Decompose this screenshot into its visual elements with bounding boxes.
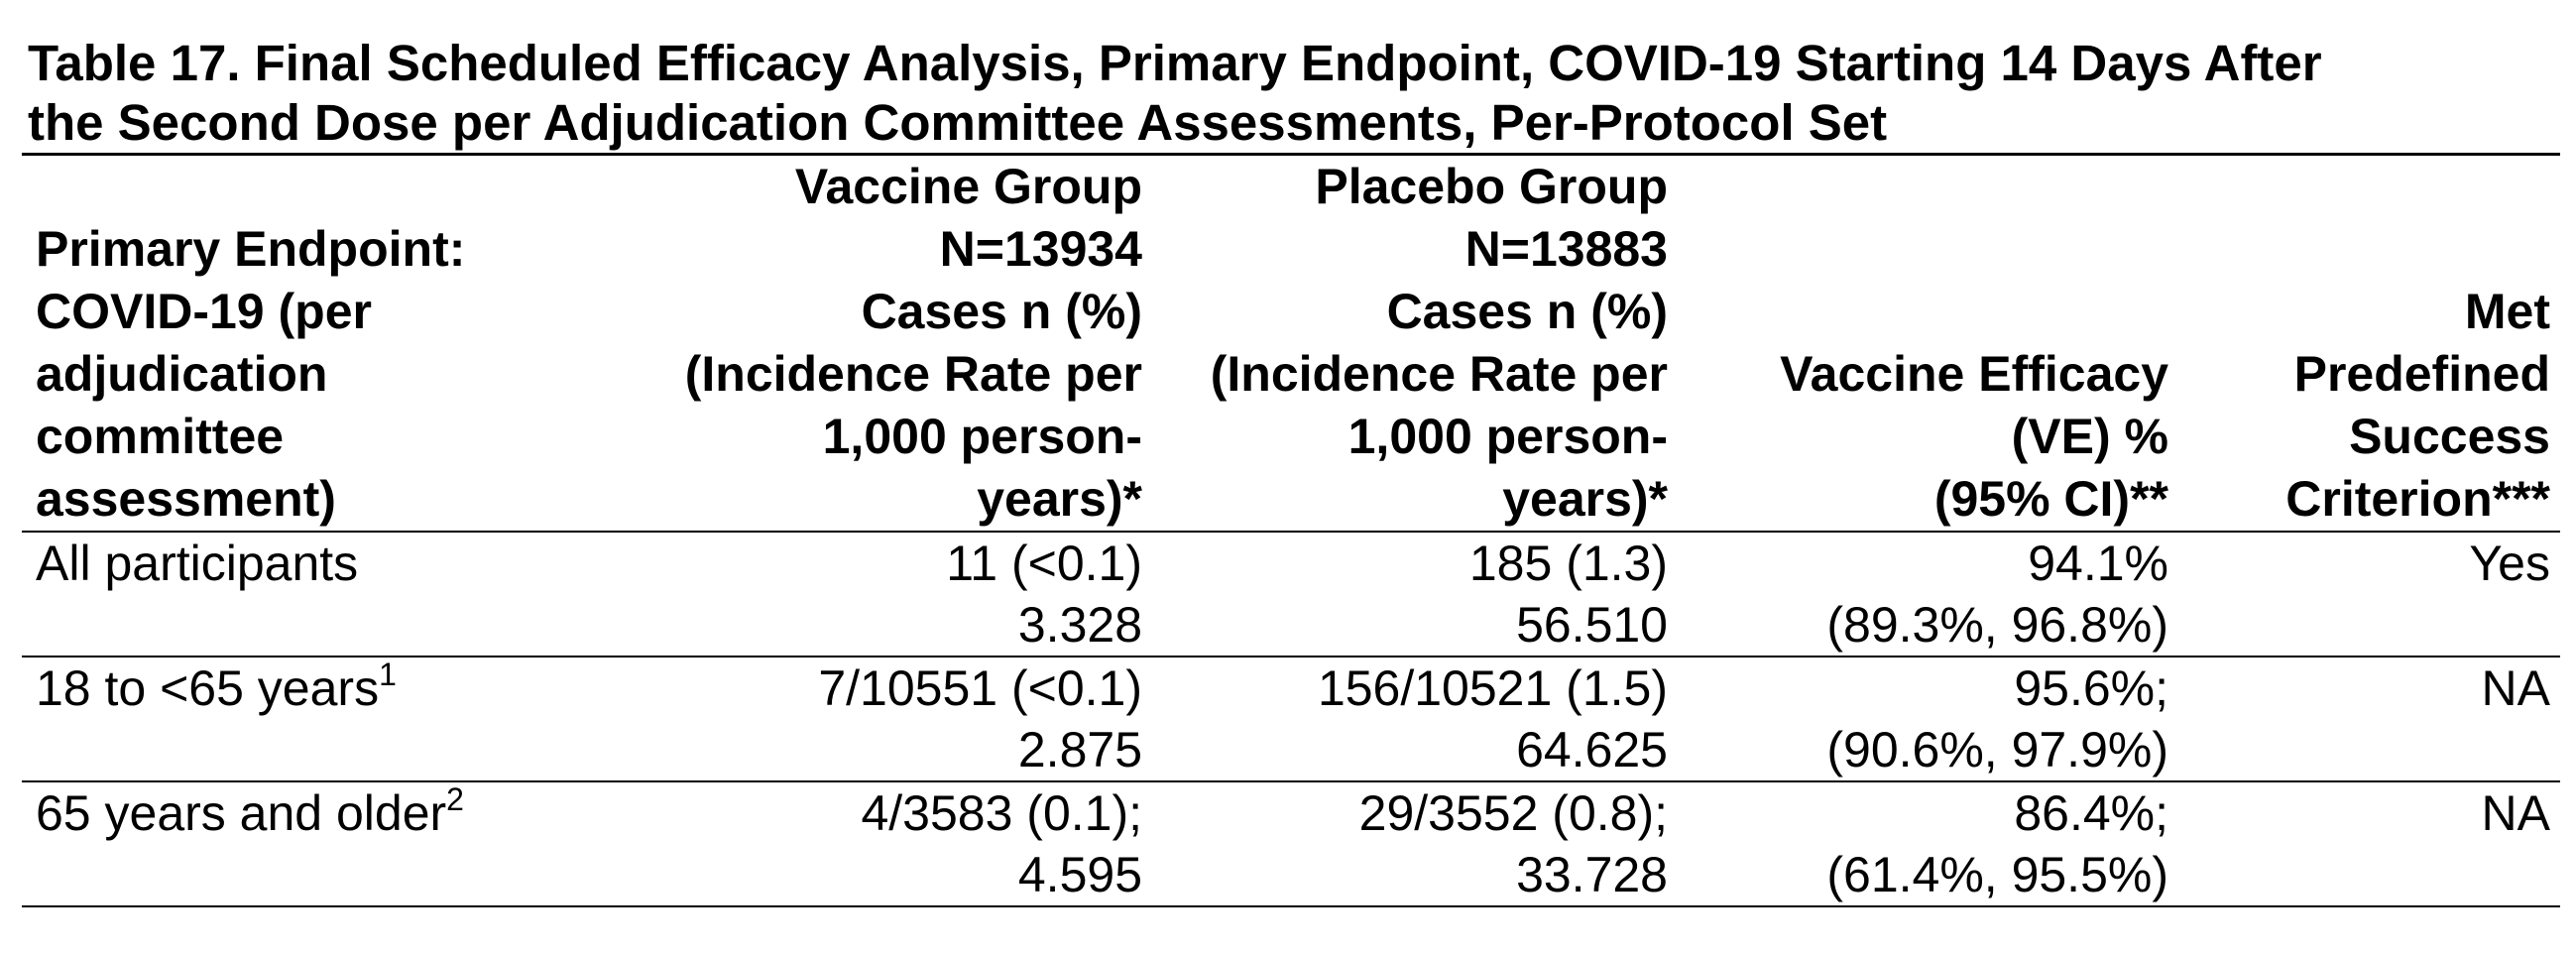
cell-value: 29/3552 (0.8); xyxy=(1358,785,1668,841)
header-text: Vaccine Efficacy xyxy=(1780,346,2168,402)
vaccine-efficacy-cell: 94.1% (89.3%, 96.8%) xyxy=(1678,532,2178,657)
header-vaccine-efficacy: Vaccine Efficacy (VE) % (95% CI)** xyxy=(1678,154,2178,533)
placebo-cases-cell: 185 (1.3) 56.510 xyxy=(1152,532,1678,657)
footnote-marker: 1 xyxy=(379,657,397,693)
header-text: Success xyxy=(2349,409,2550,464)
row-label-text: All participants xyxy=(36,536,359,591)
met-criterion-cell: Yes xyxy=(2178,532,2560,657)
row-label-text: 18 to <65 years xyxy=(36,660,380,716)
met-criterion-cell: NA xyxy=(2178,781,2560,907)
footnote-marker: 2 xyxy=(446,781,464,818)
header-text: (Incidence Rate per xyxy=(684,346,1142,402)
cell-value: 4.595 xyxy=(1017,847,1142,902)
table-caption: Table 17. Final Scheduled Efficacy Analy… xyxy=(22,34,2560,153)
row-label: All participants xyxy=(22,532,587,657)
header-text: adjudication xyxy=(36,346,328,402)
header-met-criterion: Met Predefined Success Criterion*** xyxy=(2178,154,2560,533)
vaccine-cases-cell: 7/10551 (<0.1) 2.875 xyxy=(587,657,1152,782)
met-criterion-cell: NA xyxy=(2178,657,2560,782)
vaccine-efficacy-cell: 86.4%; (61.4%, 95.5%) xyxy=(1678,781,2178,907)
row-label-text: 65 years and older xyxy=(36,785,447,841)
cell-value: (90.6%, 97.9%) xyxy=(1826,722,2168,777)
cell-value: 185 (1.3) xyxy=(1468,536,1668,591)
header-text: Vaccine Group xyxy=(794,159,1142,214)
cell-value: 156/10521 (1.5) xyxy=(1317,660,1668,716)
header-text: assessment) xyxy=(36,471,336,527)
cell-value: 7/10551 (<0.1) xyxy=(818,660,1142,716)
header-text: COVID-19 (per xyxy=(36,284,372,339)
row-label: 18 to <65 years1 xyxy=(22,657,587,782)
header-text: N=13934 xyxy=(939,221,1142,277)
cell-value: 94.1% xyxy=(2028,536,2168,591)
header-text: Criterion*** xyxy=(2285,471,2550,527)
placebo-cases-cell: 156/10521 (1.5) 64.625 xyxy=(1152,657,1678,782)
cell-value: 4/3583 (0.1); xyxy=(861,785,1142,841)
efficacy-table: Primary Endpoint: COVID-19 (per adjudica… xyxy=(22,153,2560,907)
table-row: 18 to <65 years1 7/10551 (<0.1) 2.875 15… xyxy=(22,657,2560,782)
header-text: Cases n (%) xyxy=(1386,284,1668,339)
caption-line-2: the Second Dose per Adjudication Committ… xyxy=(28,94,1888,151)
header-primary-endpoint: Primary Endpoint: COVID-19 (per adjudica… xyxy=(22,154,587,533)
header-text: Cases n (%) xyxy=(861,284,1142,339)
cell-value: 2.875 xyxy=(1017,722,1142,777)
header-text: Predefined xyxy=(2293,346,2550,402)
header-text: Primary Endpoint: xyxy=(36,221,466,277)
vaccine-cases-cell: 11 (<0.1) 3.328 xyxy=(587,532,1152,657)
row-label: 65 years and older2 xyxy=(22,781,587,907)
cell-value: (89.3%, 96.8%) xyxy=(1826,597,2168,653)
header-text: 1,000 person- xyxy=(1347,409,1668,464)
vaccine-cases-cell: 4/3583 (0.1); 4.595 xyxy=(587,781,1152,907)
cell-value: 56.510 xyxy=(1516,597,1668,653)
cell-value: 95.6%; xyxy=(2014,660,2168,716)
cell-value: 64.625 xyxy=(1516,722,1668,777)
table-row: 65 years and older2 4/3583 (0.1); 4.595 … xyxy=(22,781,2560,907)
caption-line-1: Table 17. Final Scheduled Efficacy Analy… xyxy=(28,35,2322,91)
vaccine-efficacy-cell: 95.6%; (90.6%, 97.9%) xyxy=(1678,657,2178,782)
header-placebo-group: Placebo Group N=13883 Cases n (%) (Incid… xyxy=(1152,154,1678,533)
header-text: years)* xyxy=(977,471,1142,527)
cell-value: (61.4%, 95.5%) xyxy=(1826,847,2168,902)
header-text: years)* xyxy=(1502,471,1668,527)
header-text: committee xyxy=(36,409,285,464)
header-text: N=13883 xyxy=(1464,221,1668,277)
cell-value: 3.328 xyxy=(1017,597,1142,653)
header-text: (95% CI)** xyxy=(1933,471,2168,527)
placebo-cases-cell: 29/3552 (0.8); 33.728 xyxy=(1152,781,1678,907)
document-page: Table 17. Final Scheduled Efficacy Analy… xyxy=(22,34,2560,907)
header-text: 1,000 person- xyxy=(822,409,1142,464)
header-text: Met xyxy=(2464,284,2550,339)
header-text: (VE) % xyxy=(2011,409,2168,464)
cell-value: 11 (<0.1) xyxy=(946,536,1142,591)
cell-value: 33.728 xyxy=(1516,847,1668,902)
header-text: Placebo Group xyxy=(1315,159,1668,214)
table-row: All participants 11 (<0.1) 3.328 185 (1.… xyxy=(22,532,2560,657)
header-text: (Incidence Rate per xyxy=(1210,346,1668,402)
header-row: Primary Endpoint: COVID-19 (per adjudica… xyxy=(22,154,2560,533)
header-vaccine-group: Vaccine Group N=13934 Cases n (%) (Incid… xyxy=(587,154,1152,533)
cell-value: 86.4%; xyxy=(2014,785,2168,841)
